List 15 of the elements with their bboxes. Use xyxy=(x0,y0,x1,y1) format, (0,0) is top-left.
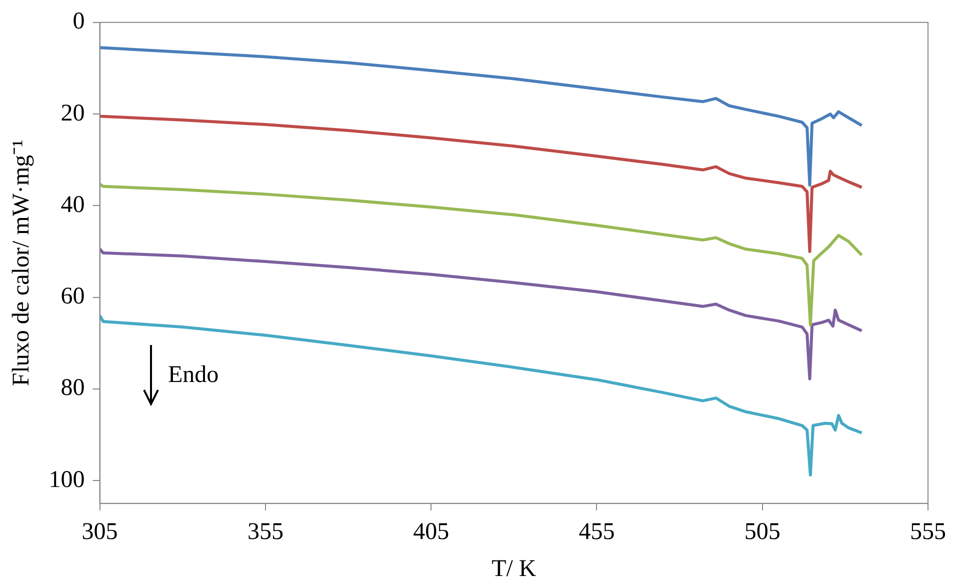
y-tick-label: 0 xyxy=(72,8,85,35)
y-tick-label: 80 xyxy=(60,375,85,402)
x-tick-label: 455 xyxy=(578,519,615,546)
y-tick-label: 100 xyxy=(48,466,85,493)
annotation: Endo xyxy=(168,362,219,389)
x-tick-label: 505 xyxy=(744,519,780,546)
x-tick-label: 555 xyxy=(910,519,946,546)
y-tick-label: 40 xyxy=(60,192,85,218)
x-axis-title: T/ K xyxy=(492,556,537,582)
y-tick-label: 60 xyxy=(60,284,85,310)
y-tick-label: 20 xyxy=(60,100,85,126)
x-tick-label: 305 xyxy=(82,519,118,546)
x-tick-label: 405 xyxy=(413,519,450,546)
y-axis-title: Fluxo de calor/ mW·mg⁻¹ xyxy=(8,140,35,386)
x-tick-label: 355 xyxy=(247,519,284,546)
